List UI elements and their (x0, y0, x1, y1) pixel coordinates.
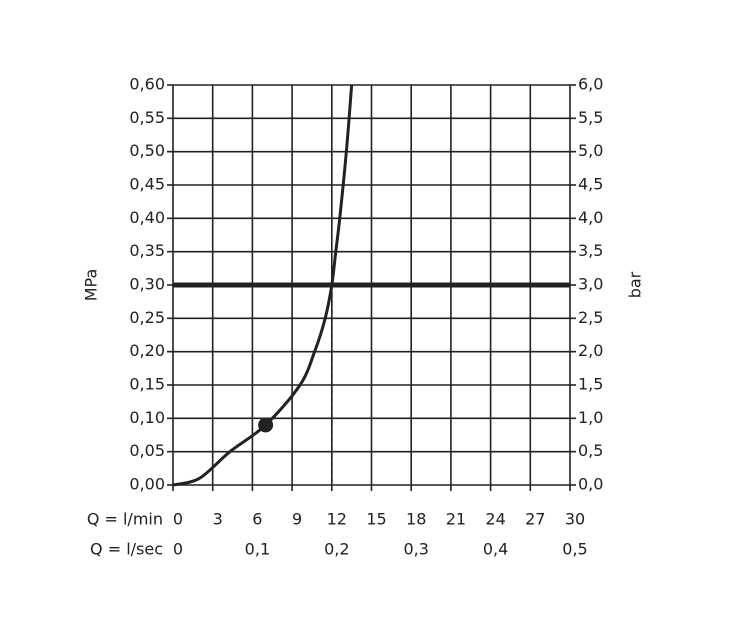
x2-tick-label: 0 (173, 540, 183, 559)
x-row-label: Q = l/min (87, 510, 163, 529)
x-tick-label: 12 (327, 510, 347, 529)
x2-tick-label: 0,2 (324, 540, 349, 559)
y2-tick-label: 2,5 (578, 308, 603, 327)
y-tick-label: 0,10 (129, 408, 165, 427)
x-tick-label: 6 (252, 510, 262, 529)
x-tick-label: 30 (565, 510, 585, 529)
y-tick-label: 0,00 (129, 475, 165, 494)
y-tick-label: 0,15 (129, 375, 165, 394)
x-tick-label: 21 (446, 510, 466, 529)
y2-tick-label: 1,0 (578, 408, 603, 427)
y2-tick-label: 4,5 (578, 175, 603, 194)
y2-tick-label: 0,0 (578, 475, 603, 494)
x-tick-label: 27 (525, 510, 545, 529)
x-tick-label: 3 (213, 510, 223, 529)
y2-tick-label: 0,5 (578, 441, 603, 460)
x-tick-label: 9 (292, 510, 302, 529)
y-tick-label: 0,40 (129, 208, 165, 227)
x2-tick-label: 0,5 (562, 540, 587, 559)
y2-tick-label: 5,5 (578, 108, 603, 127)
y-tick-label: 0,35 (129, 241, 165, 260)
y-axis-label: MPa (82, 269, 101, 302)
y-tick-label: 0,30 (129, 275, 165, 294)
x2-row-label: Q = l/sec (90, 540, 163, 559)
y-tick-label: 0,05 (129, 441, 165, 460)
y2-tick-label: 2,0 (578, 341, 603, 360)
y-tick-label: 0,55 (129, 108, 165, 127)
y2-tick-label: 4,0 (578, 208, 603, 227)
y2-tick-label: 3,0 (578, 275, 603, 294)
y-tick-label: 0,45 (129, 175, 165, 194)
marker-point (258, 417, 274, 433)
y-tick-label: 0,50 (129, 141, 165, 160)
y-tick-label: 0,20 (129, 341, 165, 360)
y-tick-label: 0,60 (129, 75, 165, 94)
x2-tick-label: 0,4 (483, 540, 508, 559)
y2-tick-label: 5,0 (578, 141, 603, 160)
y2-tick-label: 1,5 (578, 375, 603, 394)
x2-tick-label: 0,1 (245, 540, 270, 559)
x-tick-label: 0 (173, 510, 183, 529)
y2-axis-label: bar (626, 271, 645, 298)
x-tick-label: 18 (406, 510, 426, 529)
y2-tick-label: 6,0 (578, 75, 603, 94)
curve (172, 84, 354, 487)
y-tick-label: 0,25 (129, 308, 165, 327)
y2-tick-label: 3,5 (578, 241, 603, 260)
x-tick-label: 24 (485, 510, 505, 529)
x-tick-label: 15 (366, 510, 386, 529)
x2-tick-label: 0,3 (403, 540, 428, 559)
